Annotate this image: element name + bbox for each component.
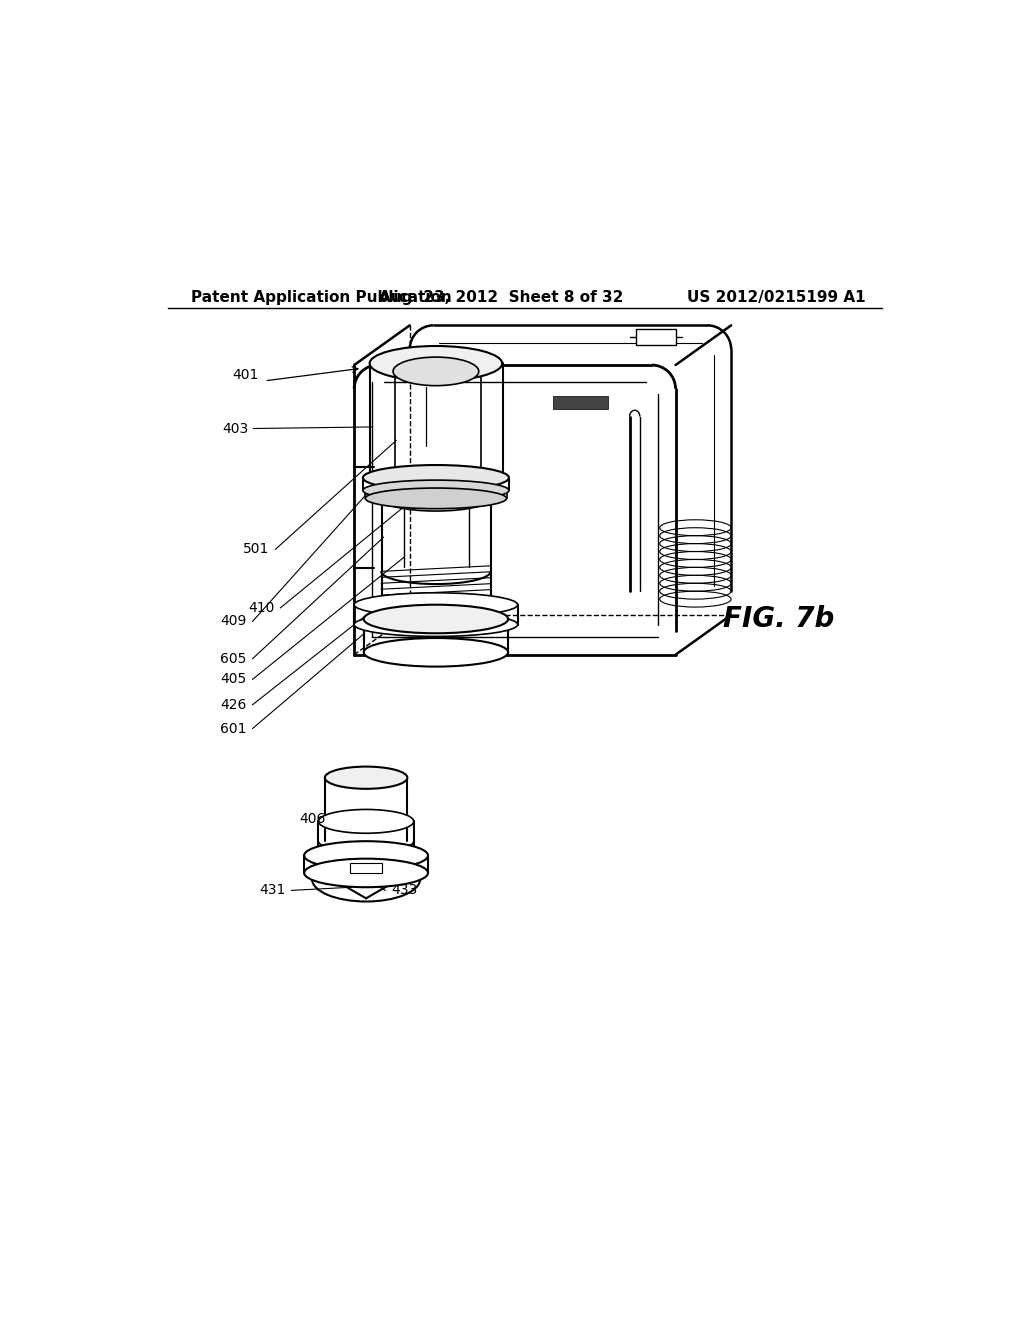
Ellipse shape — [362, 480, 509, 500]
Text: 426: 426 — [220, 698, 247, 711]
Ellipse shape — [393, 358, 479, 385]
Ellipse shape — [370, 346, 502, 381]
Bar — [553, 396, 608, 409]
Text: 605: 605 — [220, 652, 247, 665]
Ellipse shape — [381, 486, 490, 511]
Bar — [636, 329, 676, 346]
Text: US 2012/0215199 A1: US 2012/0215199 A1 — [687, 290, 866, 305]
Text: 601: 601 — [220, 722, 247, 735]
Text: 405: 405 — [220, 672, 247, 686]
Ellipse shape — [354, 612, 518, 636]
Text: 409: 409 — [220, 614, 247, 628]
Text: 401: 401 — [232, 367, 259, 381]
Ellipse shape — [364, 638, 508, 667]
Bar — [350, 862, 382, 873]
Ellipse shape — [364, 605, 508, 634]
Ellipse shape — [304, 841, 428, 870]
Ellipse shape — [304, 858, 428, 887]
Ellipse shape — [325, 767, 408, 789]
Ellipse shape — [366, 488, 507, 508]
Text: 410: 410 — [248, 601, 274, 615]
Text: 433: 433 — [391, 883, 418, 898]
Ellipse shape — [318, 809, 414, 833]
Text: FIG. 7b: FIG. 7b — [723, 605, 835, 634]
Text: 431: 431 — [259, 883, 286, 898]
Text: 406: 406 — [299, 812, 326, 826]
Text: Aug. 23, 2012  Sheet 8 of 32: Aug. 23, 2012 Sheet 8 of 32 — [379, 290, 624, 305]
Ellipse shape — [362, 465, 509, 491]
Text: 501: 501 — [244, 543, 269, 556]
Text: Patent Application Publication: Patent Application Publication — [191, 290, 453, 305]
Ellipse shape — [354, 593, 518, 616]
Text: 403: 403 — [222, 421, 248, 436]
